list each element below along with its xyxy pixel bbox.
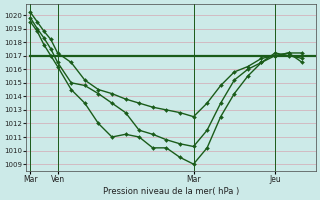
X-axis label: Pression niveau de la mer( hPa ): Pression niveau de la mer( hPa ) — [103, 187, 239, 196]
